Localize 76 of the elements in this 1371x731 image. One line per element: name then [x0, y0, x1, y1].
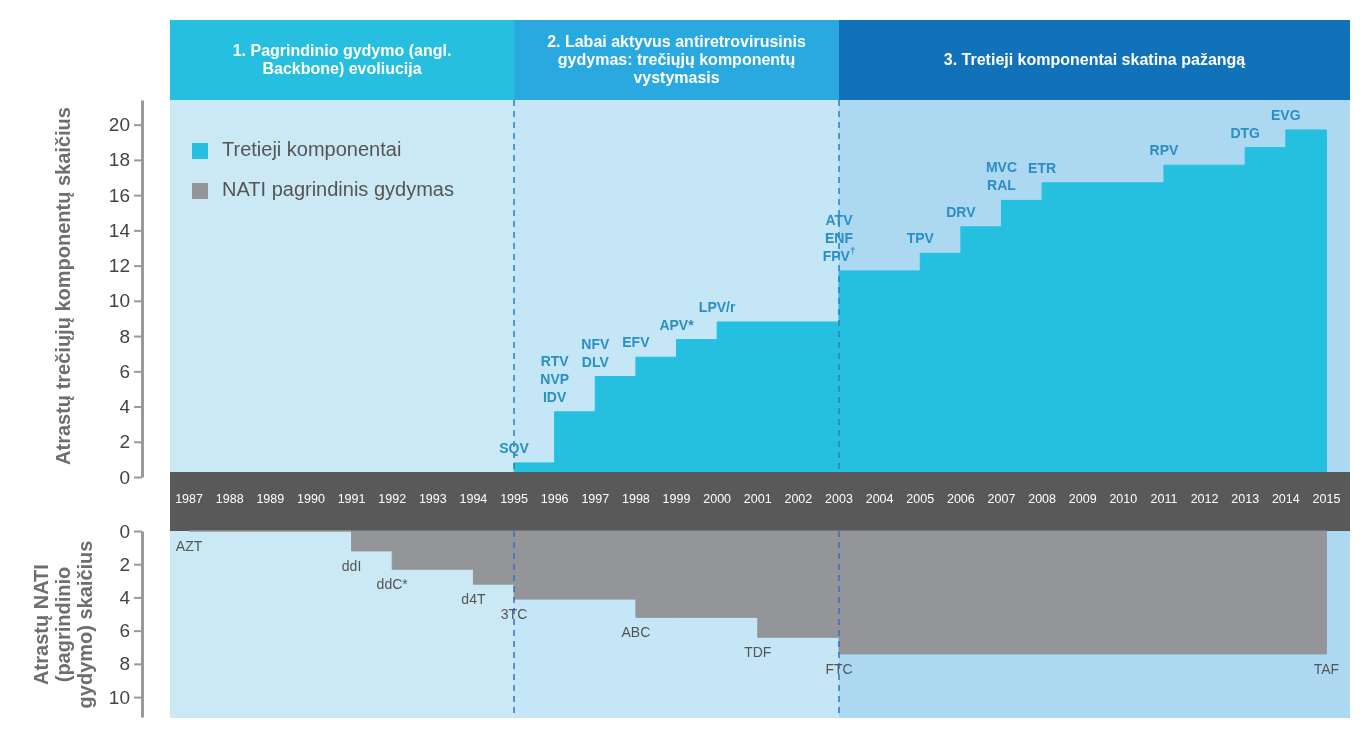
x-tick-label: 2014 — [1271, 492, 1300, 506]
x-tick-label: 1997 — [581, 492, 610, 506]
x-tick-label: 2000 — [703, 492, 732, 506]
x-tick-label: 2004 — [865, 492, 894, 506]
x-tick-label: 2006 — [946, 492, 975, 506]
band-label: 1. Pagrindinio gydymo (angl. Backbone) evoliucija — [232, 42, 452, 77]
annotation: AZT — [175, 537, 203, 554]
legend-label: NATI pagrindinis gydymas — [222, 178, 454, 201]
y-tick-label: 16 — [108, 184, 130, 206]
y-tick-label: 2 — [119, 553, 130, 575]
y-tick-label: 10 — [108, 686, 130, 708]
annotation: NFV DLV — [581, 335, 610, 370]
annotation: DRV — [946, 203, 977, 220]
y-tick-label: 14 — [108, 219, 131, 241]
x-tick-label: 2010 — [1109, 492, 1138, 506]
annotation: TPV — [906, 229, 935, 246]
y-tick-label: 4 — [119, 587, 131, 609]
annotation: FTC — [825, 660, 853, 677]
x-tick-label: 1996 — [540, 492, 569, 506]
y-tick-label: 18 — [108, 149, 130, 171]
annotation: APV* — [659, 316, 695, 333]
annotation: ddI — [341, 557, 362, 574]
x-tick-label: 1992 — [378, 492, 407, 506]
annotation: LPV/r — [698, 298, 736, 315]
x-tick-label: 2013 — [1231, 492, 1260, 506]
annotation: ETR — [1028, 159, 1057, 176]
x-tick-label: 1994 — [459, 492, 488, 506]
annotation: RPV — [1149, 141, 1180, 158]
band-label: 3. Tretieji komponentai skatina pažangą — [943, 51, 1246, 68]
x-tick-label: 2009 — [1068, 492, 1097, 506]
y-tick-label: 6 — [119, 620, 130, 642]
x-tick-label: 1989 — [256, 492, 285, 506]
x-tick-label: 1990 — [297, 492, 325, 506]
annotation: DTG — [1230, 124, 1261, 141]
y-tick-label: 12 — [108, 255, 130, 277]
x-tick-label: 2003 — [825, 492, 853, 506]
x-tick-label: 1999 — [662, 492, 691, 506]
x-tick-label: 2001 — [743, 492, 772, 506]
y-tick-label: 0 — [119, 466, 130, 488]
x-tick-label: 1987 — [175, 492, 204, 506]
x-tick-label: 2012 — [1190, 492, 1219, 506]
annotation: TAF — [1313, 660, 1340, 677]
annotation: ABC — [621, 624, 651, 641]
x-tick-label: 2008 — [1028, 492, 1057, 506]
y-tick-label: 4 — [119, 396, 131, 418]
y-tick-label: 6 — [119, 360, 130, 382]
band-label: 2. Labai aktyvus antiretrovirusinis gydymas: trečiųjų komponentų vystymasis — [547, 33, 807, 86]
y-tick-label: 2 — [119, 431, 130, 453]
annotation: ddC* — [376, 575, 409, 592]
y-tick-label: 0 — [119, 520, 130, 542]
annotation: ATV ENF FPV$^{†}$ — [822, 211, 856, 264]
annotation: TDF — [744, 643, 772, 660]
x-tick-label: 1993 — [418, 492, 447, 506]
y-tick-label: 8 — [119, 653, 130, 675]
annotation: SQV — [499, 439, 530, 456]
x-tick-label: 2007 — [987, 492, 1016, 506]
annotation: 3TC — [500, 605, 528, 622]
x-tick-label: 1991 — [337, 492, 366, 506]
annotation: RTV NVP IDV — [540, 352, 570, 405]
x-tick-label: 2005 — [906, 492, 935, 506]
x-tick-label: 1998 — [622, 492, 650, 506]
annotation: EFV — [622, 333, 651, 350]
legend-label: Tretieji komponentai — [222, 138, 402, 161]
x-tick-label: 2011 — [1150, 492, 1178, 506]
y-tick-label: 10 — [108, 290, 130, 312]
x-tick-label: 2015 — [1312, 492, 1341, 506]
x-tick-label: 1995 — [500, 492, 528, 506]
y-tick-label: 20 — [108, 114, 130, 136]
x-tick-label: 2002 — [784, 492, 813, 506]
annotation: d4T — [461, 590, 486, 607]
y-axis-title: Atrastų trečiųjų komponentų skaičius — [52, 107, 74, 465]
y-axis-title: Atrastų NATI (pagrindinio gydymo) skaičius — [30, 540, 96, 709]
y-tick-label: 8 — [119, 325, 130, 347]
annotation: EVG — [1271, 106, 1301, 123]
annotation: MVC RAL — [985, 159, 1018, 194]
x-tick-label: 1988 — [215, 492, 244, 506]
